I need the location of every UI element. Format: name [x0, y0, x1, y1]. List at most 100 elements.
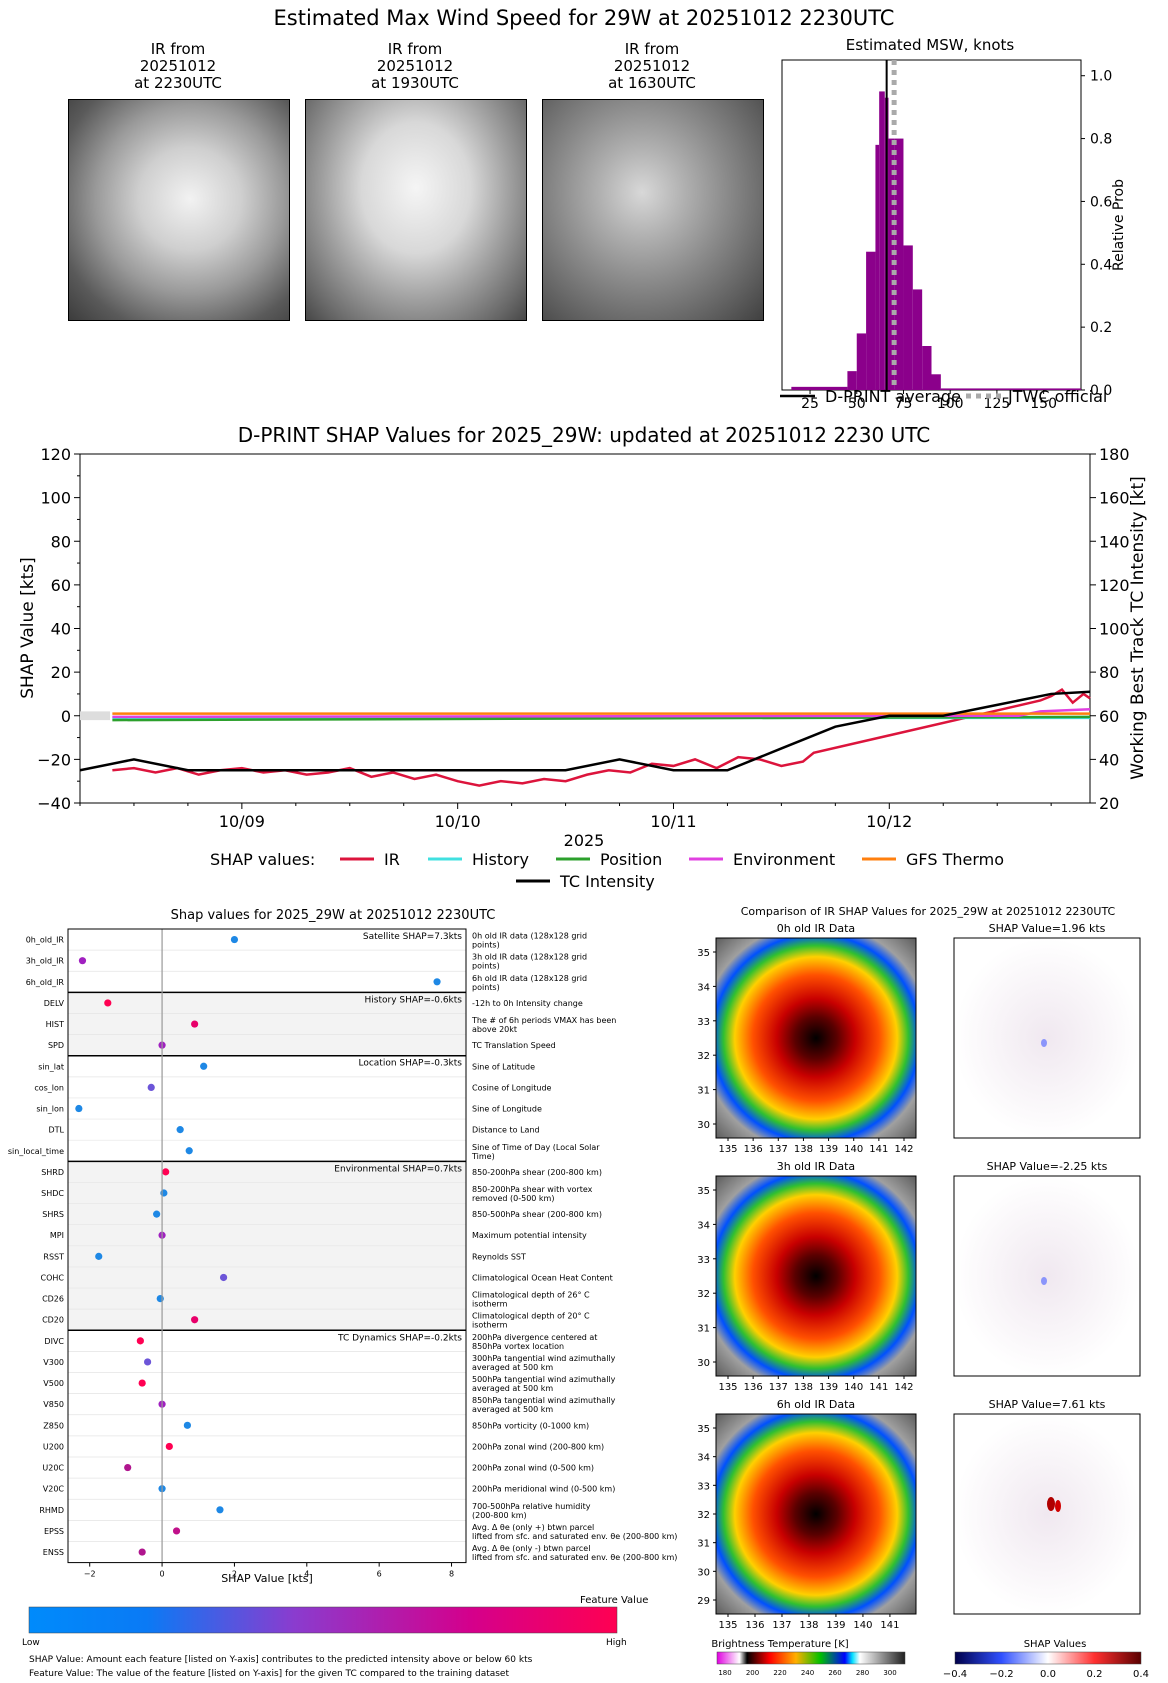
msw-bar [888, 138, 895, 390]
cmp-lon-tick: 138 [794, 1382, 813, 1393]
cmp-lon-tick: 136 [745, 1620, 764, 1631]
ts-y2tick-label: 160 [1099, 489, 1130, 508]
cmp-lon-tick: 141 [869, 1382, 888, 1393]
msw-axes-frame [781, 59, 1082, 391]
ts-y2tick-label: 60 [1099, 707, 1119, 726]
ts-ytick-label: 40 [51, 620, 71, 639]
bar-feature-desc: 850hPa vortex location [472, 1342, 564, 1351]
msw-xtick-label: 125 [984, 396, 1011, 410]
bar-xtick-label: −2 [84, 1570, 96, 1579]
cmp-lat-tick: 31 [697, 1086, 710, 1097]
bt-tick: 260 [828, 1669, 841, 1677]
cmp-lat-tick: 30 [697, 1567, 710, 1578]
shap-hotspot [1055, 1500, 1061, 1512]
cmp-ir-image [715, 1175, 917, 1377]
fv-colorbar-low: Low [22, 1638, 40, 1648]
cmp-lon-tick: 142 [894, 1144, 913, 1155]
bar-title: Shap values for 2025_29W at 20251012 223… [171, 908, 496, 923]
bar-feature-desc: averaged at 500 km [472, 1384, 553, 1393]
cmp-lon-tick: 140 [853, 1620, 872, 1631]
bar-dot [165, 1442, 173, 1451]
ts-legend-item: History [472, 850, 529, 869]
bar-dot [433, 978, 441, 986]
ts-y2tick-label: 100 [1099, 620, 1130, 639]
ts-ytick-label: 60 [51, 576, 71, 595]
note-shap-value: SHAP Value: Amount each feature [listed … [29, 1655, 533, 1665]
bar-feature-label: DELV [44, 999, 65, 1008]
cmp-lat-tick: 30 [697, 1358, 710, 1369]
bar-feature-desc: removed (0-500 km) [472, 1194, 554, 1203]
msw-xtick-label: 50 [848, 396, 866, 410]
msw-bar [847, 371, 857, 390]
cmp-lon-tick: 135 [718, 1144, 737, 1155]
cmp-left-title: 6h old IR Data [777, 1398, 855, 1411]
msw-ytick-label: 0.8 [1090, 132, 1112, 148]
msw-xtick-label: 25 [801, 396, 819, 410]
bar-feature-desc: Sine of Longitude [472, 1105, 542, 1114]
cmp-lat-tick: 35 [697, 948, 710, 959]
shap-colorbar-title: SHAP Values [1024, 1639, 1087, 1650]
cmp-lat-tick: 31 [697, 1324, 710, 1335]
bar-xtick-label: 4 [304, 1570, 309, 1579]
cmp-lon-tick: 141 [880, 1620, 899, 1631]
msw-xtick-label: 75 [895, 396, 913, 410]
bar-xtick-label: 0 [160, 1570, 165, 1579]
msw-bar [875, 144, 880, 390]
cmp-lon-tick: 140 [844, 1144, 863, 1155]
bar-feature-desc: 850-200hPa shear (200-800 km) [472, 1168, 602, 1177]
cmp-lat-tick: 33 [697, 1017, 710, 1028]
bar-feature-label: SHRD [41, 1168, 64, 1177]
bar-feature-label: V850 [43, 1400, 64, 1409]
msw-bar [856, 333, 867, 390]
shap-tick: 0.0 [1040, 1669, 1056, 1680]
cmp-right-title: SHAP Value=-2.25 kts [987, 1160, 1108, 1173]
bt-colorbar-title: Brightness Temperature [K] [711, 1639, 848, 1650]
fv-colorbar [28, 1606, 618, 1634]
cmp-lon-tick: 137 [769, 1144, 788, 1155]
cmp-ir-image [715, 937, 917, 1139]
bar-feature-desc: points) [472, 941, 500, 950]
cmp-lon-tick: 138 [794, 1144, 813, 1155]
bar-feature-desc: Reynolds SST [472, 1252, 526, 1261]
shap-tick: −0.2 [989, 1669, 1013, 1680]
shap-hotspot [1047, 1497, 1055, 1511]
bar-feature-label: V300 [43, 1358, 64, 1367]
cmp-lon-tick: 136 [744, 1382, 763, 1393]
bar-feature-desc: Time) [471, 1152, 495, 1161]
shap-tick: −0.4 [943, 1669, 967, 1680]
ts-legend-item: TC Intensity [559, 872, 655, 891]
bar-feature-label: RHMD [39, 1506, 64, 1515]
bar-feature-desc: Avg. Δ θe (only +) btwn parcel [472, 1523, 594, 1532]
bt-tick: 220 [773, 1669, 786, 1677]
ts-xtick-label: 10/09 [219, 812, 265, 831]
bar-dot [176, 1126, 184, 1134]
msw-bar [912, 289, 923, 390]
msw-ytick-label: 0.4 [1090, 257, 1112, 273]
bar-feature-label: COHC [41, 1273, 65, 1282]
bar-feature-label: DTL [48, 1126, 64, 1135]
ir-panel-1-caption: IR from 20251012 at 2230UTC [134, 40, 222, 92]
msw-ytick-label: 0.0 [1090, 383, 1112, 399]
bar-feature-desc: Climatological Ocean Heat Content [472, 1273, 613, 1282]
ts-title: D-PRINT SHAP Values for 2025_29W: update… [238, 423, 930, 447]
fv-colorbar-high: High [606, 1638, 627, 1648]
shap-tick: 0.4 [1133, 1669, 1149, 1680]
cmp-lat-tick: 33 [697, 1255, 710, 1266]
bar-feature-desc: 850hPa vorticity (0-1000 km) [472, 1421, 589, 1430]
bar-group-label: Environmental SHAP=0.7kts [334, 1164, 462, 1174]
bar-feature-desc: Climatological depth of 20° C [472, 1312, 590, 1321]
cmp-lon-tick: 140 [844, 1382, 863, 1393]
bar-dot [147, 1083, 155, 1091]
msw-bar [894, 138, 904, 390]
ts-xtick-label: 10/12 [866, 812, 912, 831]
bar-feature-label: CD26 [42, 1295, 64, 1304]
bar-dot [185, 1147, 193, 1155]
bar-dot [172, 1527, 181, 1535]
ts-y2tick-label: 20 [1099, 794, 1119, 813]
bar-feature-desc: 3h old IR data (128x128 grid [472, 953, 587, 962]
ts-xtick-label: 10/11 [650, 812, 696, 831]
bar-dot [104, 999, 112, 1007]
cmp-lat-tick: 29 [697, 1596, 710, 1607]
bar-feature-label: ENSS [43, 1548, 64, 1557]
bar-feature-desc: 300hPa tangential wind azimuthally [472, 1354, 616, 1363]
